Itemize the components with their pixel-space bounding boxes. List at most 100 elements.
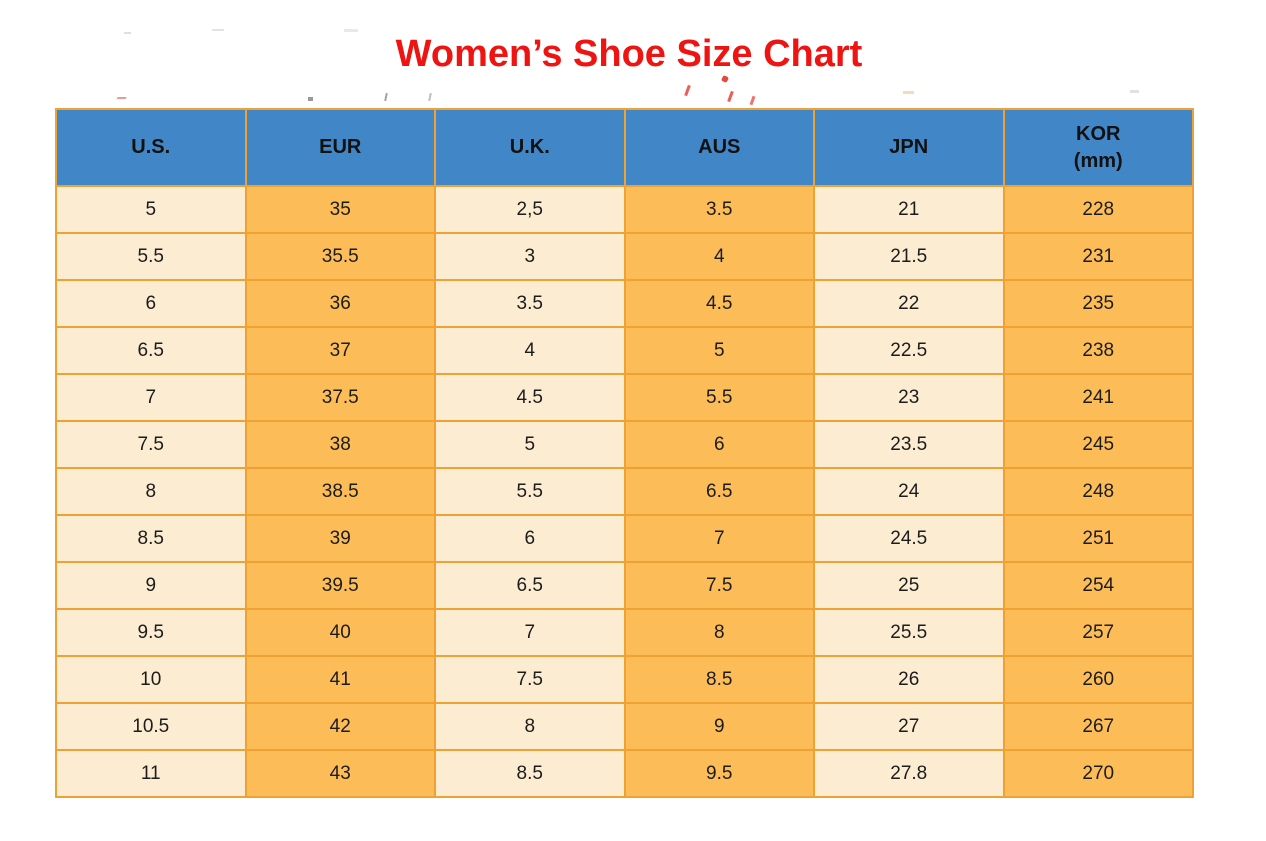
artifact-mark (903, 91, 914, 94)
cell-eur: 36 (244, 279, 436, 328)
cell-u-k: 4.5 (434, 373, 626, 422)
cell-u-s: 5.5 (55, 232, 247, 281)
table-row: 7.5 38 5 6 23.5 245 (55, 420, 1194, 469)
table-row: 7 37.5 4.5 5.5 23 241 (55, 373, 1194, 422)
cell-kor-mm: 241 (1002, 373, 1194, 422)
cell-eur: 39.5 (244, 561, 436, 610)
artifact-mark (344, 29, 358, 32)
artifact-mark (384, 92, 388, 102)
cell-u-s: 7 (55, 373, 247, 422)
cell-u-s: 6 (55, 279, 247, 328)
cell-u-k: 5.5 (434, 467, 626, 516)
cell-aus: 3.5 (623, 185, 815, 234)
cell-kor-mm: 254 (1002, 561, 1194, 610)
cell-jpn: 21 (813, 185, 1005, 234)
cell-jpn: 22 (813, 279, 1005, 328)
cell-u-k: 8 (434, 702, 626, 751)
column-header-jpn: JPN (813, 108, 1005, 187)
cell-u-k: 7.5 (434, 655, 626, 704)
table-row: 5.5 35.5 3 4 21.5 231 (55, 232, 1194, 281)
column-header-label: AUS (698, 136, 741, 158)
table-row: 11 43 8.5 9.5 27.8 270 (55, 749, 1194, 798)
cell-jpn: 25.5 (813, 608, 1005, 657)
cell-u-s: 9 (55, 561, 247, 610)
table-row: 8 38.5 5.5 6.5 24 248 (55, 467, 1194, 516)
artifact-mark (749, 95, 756, 106)
cell-aus: 4 (623, 232, 815, 281)
cell-u-k: 3.5 (434, 279, 626, 328)
cell-kor-mm: 260 (1002, 655, 1194, 704)
column-header-u-s: U.S. (55, 108, 247, 187)
cell-eur: 42 (244, 702, 436, 751)
cell-u-k: 2,5 (434, 185, 626, 234)
table-header-row: U.S. EUR U.K. AUS JPN KOR (mm) (55, 108, 1194, 187)
table-body: 5 35 2,5 3.5 21 228 5.5 35.5 3 4 21.5 231 6 36 3.5 4.5 2… (55, 185, 1194, 798)
column-header-label: KOR (1076, 122, 1121, 145)
cell-eur: 35 (244, 185, 436, 234)
cell-jpn: 21.5 (813, 232, 1005, 281)
cell-eur: 37.5 (244, 373, 436, 422)
cell-aus: 9 (623, 702, 815, 751)
column-header-label: U.K. (509, 136, 550, 158)
cell-aus: 9.5 (623, 749, 815, 798)
artifact-mark (212, 29, 224, 31)
cell-jpn: 25 (813, 561, 1005, 610)
cell-u-s: 11 (55, 749, 247, 798)
cell-kor-mm: 257 (1002, 608, 1194, 657)
cell-eur: 35.5 (244, 232, 436, 281)
cell-kor-mm: 251 (1002, 514, 1194, 563)
artifact-mark (727, 90, 734, 103)
column-header-label: JPN (889, 136, 929, 158)
cell-jpn: 27 (813, 702, 1005, 751)
cell-jpn: 27.8 (813, 749, 1005, 798)
cell-aus: 5 (623, 326, 815, 375)
cell-u-s: 10 (55, 655, 247, 704)
cell-kor-mm: 228 (1002, 185, 1194, 234)
page-title: Women’s Shoe Size Chart (395, 33, 863, 75)
column-header-kor-mm: KOR (mm) (1002, 108, 1194, 187)
artifact-mark (116, 94, 129, 99)
cell-jpn: 26 (813, 655, 1005, 704)
cell-kor-mm: 231 (1002, 232, 1194, 281)
artifact-mark (1130, 90, 1139, 93)
cell-eur: 38 (244, 420, 436, 469)
cell-aus: 4.5 (623, 279, 815, 328)
artifact-mark (308, 97, 313, 101)
table-row: 10 41 7.5 8.5 26 260 (55, 655, 1194, 704)
cell-aus: 5.5 (623, 373, 815, 422)
column-header-label: U.S. (131, 136, 171, 158)
cell-kor-mm: 235 (1002, 279, 1194, 328)
cell-u-k: 6 (434, 514, 626, 563)
cell-u-k: 4 (434, 326, 626, 375)
cell-u-k: 3 (434, 232, 626, 281)
table-row: 9.5 40 7 8 25.5 257 (55, 608, 1194, 657)
cell-u-s: 8 (55, 467, 247, 516)
cell-u-k: 6.5 (434, 561, 626, 610)
table-row: 6.5 37 4 5 22.5 238 (55, 326, 1194, 375)
column-header-aus: AUS (623, 108, 815, 187)
cell-u-k: 7 (434, 608, 626, 657)
cell-aus: 8.5 (623, 655, 815, 704)
table-row: 10.5 42 8 9 27 267 (55, 702, 1194, 751)
cell-kor-mm: 248 (1002, 467, 1194, 516)
cell-jpn: 23.5 (813, 420, 1005, 469)
cell-eur: 37 (244, 326, 436, 375)
cell-eur: 41 (244, 655, 436, 704)
column-header-label: EUR (319, 136, 362, 158)
cell-aus: 8 (623, 608, 815, 657)
cell-kor-mm: 238 (1002, 326, 1194, 375)
cell-u-k: 5 (434, 420, 626, 469)
cell-aus: 6 (623, 420, 815, 469)
cell-eur: 40 (244, 608, 436, 657)
cell-jpn: 23 (813, 373, 1005, 422)
cell-aus: 7 (623, 514, 815, 563)
cell-u-s: 7.5 (55, 420, 247, 469)
column-header-eur: EUR (244, 108, 436, 187)
cell-u-s: 8.5 (55, 514, 247, 563)
cell-jpn: 24 (813, 467, 1005, 516)
table-row: 8.5 39 6 7 24.5 251 (55, 514, 1194, 563)
cell-aus: 6.5 (623, 467, 815, 516)
cell-u-s: 5 (55, 185, 247, 234)
cell-u-s: 9.5 (55, 608, 247, 657)
cell-eur: 43 (244, 749, 436, 798)
